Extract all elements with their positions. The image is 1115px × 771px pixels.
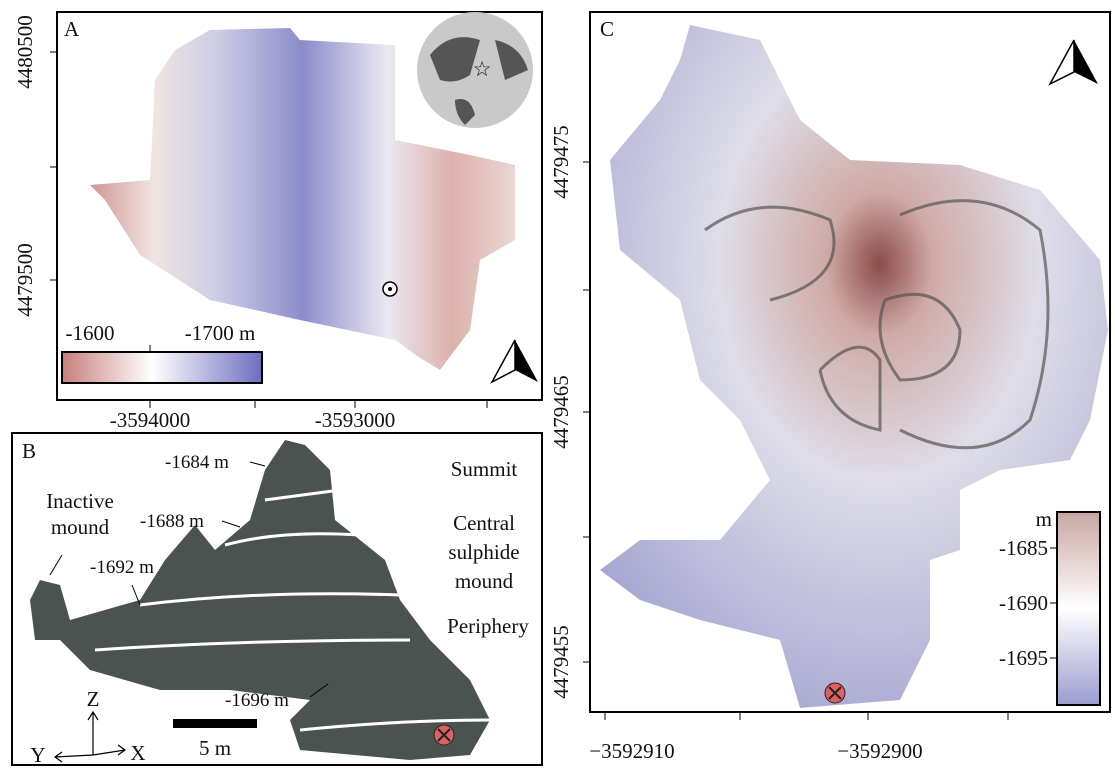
- scale-bar: [173, 719, 257, 728]
- colorbar-label: -1600: [66, 321, 115, 345]
- leader: [49, 554, 63, 576]
- site-marker-x: [828, 686, 842, 700]
- north-arrow: [1074, 40, 1098, 84]
- x-tick-label: −3592910: [589, 739, 674, 763]
- axis-letter: Y: [30, 743, 45, 767]
- panel-label: A: [64, 17, 80, 41]
- axis-letter: X: [130, 741, 145, 765]
- site-marker-dot: [388, 287, 392, 291]
- globe: [417, 12, 533, 128]
- contour-label: -1688 m: [140, 511, 204, 532]
- panel-a: ☆ A -1600 -1700 m 4480500 4479500 -35940…: [13, 11, 543, 432]
- zone-label: sulphide: [448, 540, 519, 564]
- axis-letter: Z: [87, 687, 100, 711]
- colorbar-label: -1695: [999, 646, 1048, 670]
- contour-label: -1684 m: [165, 452, 229, 473]
- y-tick-label: 4479455: [549, 625, 573, 699]
- bathymetry-map: [90, 28, 515, 370]
- zone-label: Central: [453, 511, 515, 535]
- contour-label: -1692 m: [90, 557, 154, 578]
- contour-label: -1696 m: [225, 690, 289, 711]
- y-tick-label: 4479465: [549, 375, 573, 449]
- colorbar-unit: m: [1036, 507, 1052, 531]
- zone-label: mound: [455, 569, 514, 593]
- relief-lines: [704, 199, 1050, 450]
- zone-label: Summit: [451, 457, 518, 481]
- star: ☆: [473, 57, 492, 81]
- x-tick-label: −3592900: [837, 739, 922, 763]
- contour-lines: [94, 488, 491, 732]
- leader: [249, 461, 266, 467]
- colorbar-label: -1700 m: [185, 321, 256, 345]
- panel-label: C: [600, 17, 614, 41]
- globe-land: [430, 37, 528, 126]
- x-tick-label: -3593000: [315, 408, 396, 432]
- zone-label: mound: [51, 515, 110, 539]
- bathymetry-model: [600, 25, 1108, 708]
- colorbar: [61, 351, 263, 384]
- leader: [309, 683, 329, 698]
- leader: [131, 584, 141, 606]
- leader: [221, 520, 241, 528]
- zone-label: Periphery: [447, 614, 529, 638]
- colorbar: [1056, 511, 1101, 706]
- y-tick-label: 4480500: [13, 15, 37, 89]
- panel-label: B: [22, 439, 36, 463]
- panel-b: B -1684 m -1688 m -1692 m -1696 m Inacti…: [11, 432, 543, 767]
- panel-c: m -1685 -1690 -1695 C 4479475 4479465 44…: [549, 11, 1111, 763]
- site-marker-x: [437, 728, 451, 742]
- colorbar-label: -1690: [999, 591, 1048, 615]
- north-arrow: [515, 340, 538, 382]
- colorbar-label: -1685: [999, 536, 1048, 560]
- mound-model: [30, 440, 490, 760]
- x-tick-label: -3594000: [110, 408, 191, 432]
- scale-label: 5 m: [199, 736, 231, 760]
- zone-label: Inactive: [46, 489, 114, 513]
- y-tick-label: 4479475: [549, 125, 573, 199]
- axes-icon: [53, 710, 127, 763]
- y-tick-label: 4479500: [13, 243, 37, 317]
